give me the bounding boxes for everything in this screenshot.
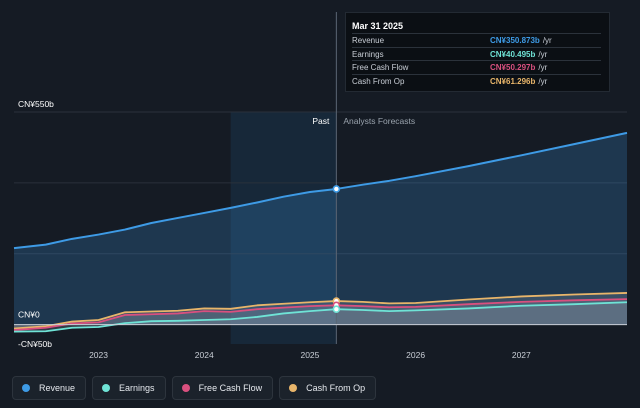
legend-item-cfo[interactable]: Cash From Op xyxy=(279,376,377,400)
tooltip-unit: /yr xyxy=(538,76,548,86)
forecast-label: Analysts Forecasts xyxy=(343,116,415,126)
y-tick-label: -CN¥50b xyxy=(18,339,52,349)
revenue-marker xyxy=(332,185,341,193)
tooltip-label: Cash From Op xyxy=(352,76,405,86)
past-label: Past xyxy=(312,116,330,126)
y-axis-labels: CN¥550b CN¥0 -CN¥50b xyxy=(18,99,54,349)
x-tick-label: 2023 xyxy=(89,350,108,360)
revenue-dot-icon xyxy=(22,384,30,392)
legend-item-revenue[interactable]: Revenue xyxy=(12,376,87,400)
fcf-area xyxy=(14,299,627,331)
tooltip-value: CN¥350.873b xyxy=(490,36,540,45)
legend-label: Earnings xyxy=(119,383,155,393)
tooltip-markers xyxy=(332,185,341,314)
earnings-dot-icon xyxy=(102,384,111,392)
x-tick-label: 2027 xyxy=(512,350,531,360)
series-lines xyxy=(13,131,628,333)
earnings-line xyxy=(13,301,628,333)
legend-label: Revenue xyxy=(39,383,76,393)
tooltip-value: CN¥50.297b xyxy=(490,63,536,72)
fcf-line xyxy=(13,298,628,331)
legend-item-fcf[interactable]: Free Cash Flow xyxy=(171,376,274,400)
legend-item-earnings[interactable]: Earnings xyxy=(92,376,166,400)
revenue-area xyxy=(14,132,627,325)
tooltip-row-revenue: Revenue CN¥350.873b /yr xyxy=(352,33,601,47)
tooltip-row-cfo: Cash From Op CN¥61.296b /yr xyxy=(352,73,601,88)
tooltip: Mar 31 2025 Revenue CN¥350.873b /yr Earn… xyxy=(345,12,610,92)
revenue-line xyxy=(13,131,628,250)
x-tick-label: 2024 xyxy=(195,350,214,360)
tooltip-value: CN¥40.495b xyxy=(490,49,536,59)
tooltip-unit: /yr xyxy=(538,49,548,59)
x-tick-label: 2025 xyxy=(300,350,319,360)
tooltip-unit: /yr xyxy=(542,36,552,45)
legend-label: Cash From Op xyxy=(306,383,366,393)
tooltip-row-earnings: Earnings CN¥40.495b /yr xyxy=(352,46,601,61)
tooltip-value: CN¥61.296b xyxy=(490,76,536,86)
tooltip-row-fcf: Free Cash Flow CN¥50.297b /yr xyxy=(352,60,601,74)
tooltip-label: Revenue xyxy=(352,36,385,45)
cfo-dot-icon xyxy=(289,384,298,392)
x-tick-label: 2026 xyxy=(406,350,425,360)
y-tick-label: CN¥550b xyxy=(18,99,54,109)
tooltip-date: Mar 31 2025 xyxy=(352,21,404,31)
cfo-line xyxy=(13,292,628,330)
legend: Revenue Earnings Free Cash Flow Cash Fro… xyxy=(12,376,377,400)
fcf-dot-icon xyxy=(181,384,190,392)
tooltip-unit: /yr xyxy=(538,63,548,72)
tooltip-label: Earnings xyxy=(352,49,384,59)
x-axis-labels: 2023 2024 2025 2026 2027 xyxy=(89,350,531,360)
y-tick-label: CN¥0 xyxy=(18,310,40,320)
earnings-marker xyxy=(332,305,341,314)
legend-label: Free Cash Flow xyxy=(198,383,263,393)
tooltip-label: Free Cash Flow xyxy=(352,63,409,72)
